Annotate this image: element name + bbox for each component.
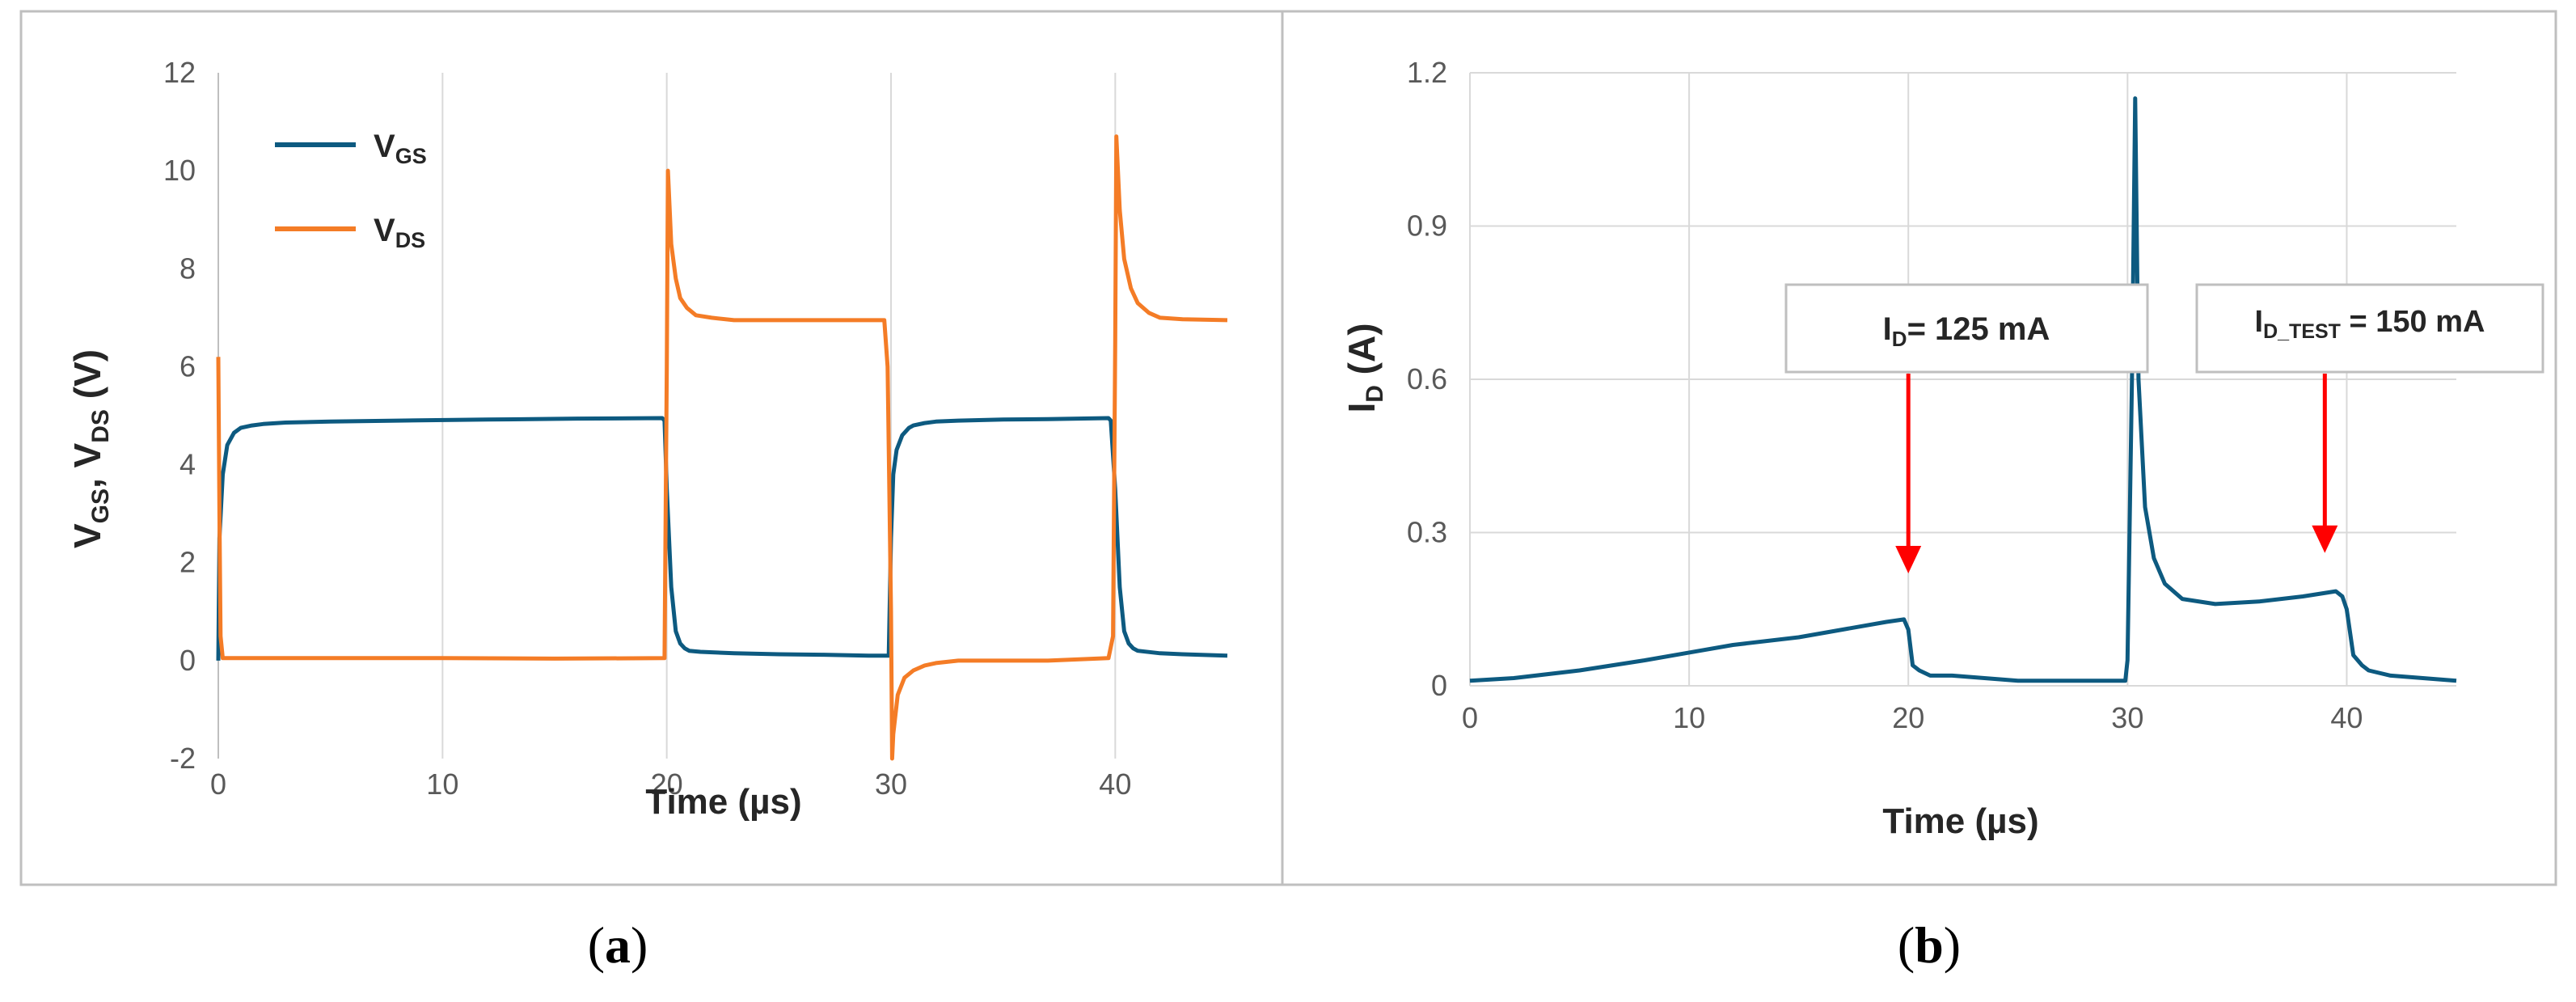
annotation-arrow-head bbox=[2312, 525, 2338, 553]
panel-b-x-tick-labels: 0 10 20 30 40 bbox=[1462, 701, 2363, 734]
panel-a-y-tick-labels: -2 0 2 4 6 8 10 12 bbox=[163, 56, 196, 775]
series-line-id bbox=[1469, 96, 2457, 683]
panel-a-chart: 0 10 20 30 40 -2 0 2 4 6 8 10 12 Time (µs) VGS, VDS… bbox=[66, 56, 1228, 974]
y-tick-label: 0 bbox=[1431, 669, 1447, 702]
x-tick-label: 10 bbox=[426, 767, 458, 801]
y-tick-label: 6 bbox=[179, 349, 196, 383]
x-tick-label: 20 bbox=[1892, 701, 1924, 734]
legend-label-vgs: VGS bbox=[374, 129, 427, 168]
y-tick-label: 10 bbox=[163, 154, 196, 187]
y-tick-label: 4 bbox=[179, 448, 196, 481]
y-tick-label: 8 bbox=[179, 252, 196, 285]
annotation-id-125ma: ID= 125 mA bbox=[1784, 283, 2149, 374]
panel-b-arrows bbox=[1895, 374, 2338, 574]
y-tick-label: -2 bbox=[170, 742, 196, 775]
x-tick-label: 40 bbox=[2330, 701, 2363, 734]
annotation-arrow-head bbox=[1895, 546, 1922, 574]
y-tick-label: 0.6 bbox=[1407, 362, 1447, 395]
panel-a-label: (a) bbox=[588, 916, 648, 974]
panel-a-y-axis-label: VGS, VDS (V) bbox=[66, 349, 114, 548]
y-tick-label: 0 bbox=[179, 644, 196, 677]
x-tick-label: 30 bbox=[2111, 701, 2143, 734]
x-tick-label: 40 bbox=[1099, 767, 1131, 801]
x-tick-label: 0 bbox=[210, 767, 226, 801]
annotation-text: ID= 125 mA bbox=[1883, 311, 2050, 351]
x-tick-label: 10 bbox=[1673, 701, 1705, 734]
panel-a-frame bbox=[19, 10, 1284, 886]
panel-b-series bbox=[1469, 96, 2457, 683]
panel-b-chart: 0 10 20 30 40 0 0.3 0.6 0.9 1.2 Time (µs) ID (A)… bbox=[1341, 56, 2544, 974]
annotation-box bbox=[2195, 283, 2544, 374]
y-tick-label: 0.3 bbox=[1407, 516, 1447, 549]
x-tick-label: 30 bbox=[875, 767, 907, 801]
panel-b-x-axis-label: Time (µs) bbox=[1882, 801, 2038, 841]
panel-b-y-axis-label: ID (A) bbox=[1341, 323, 1388, 412]
annotation-id-test-150ma: ID_TEST = 150 mA bbox=[2195, 283, 2544, 374]
y-tick-label: 1.2 bbox=[1407, 56, 1447, 89]
annotation-box bbox=[1784, 283, 2149, 374]
y-tick-label: 12 bbox=[163, 56, 196, 89]
x-tick-label: 0 bbox=[1462, 701, 1478, 734]
y-tick-label: 0.9 bbox=[1407, 209, 1447, 243]
legend-label-vds: VDS bbox=[374, 213, 425, 252]
panel-b-y-tick-labels: 0 0.3 0.6 0.9 1.2 bbox=[1407, 56, 1447, 702]
y-tick-label: 2 bbox=[179, 546, 196, 579]
panel-b-frame bbox=[1281, 10, 2557, 886]
panel-a-x-tick-labels: 0 10 20 30 40 bbox=[210, 767, 1131, 801]
panel-a-series bbox=[216, 134, 1228, 761]
panel-b-gridlines bbox=[1469, 72, 2456, 687]
panel-a-legend: VGS VDS bbox=[275, 129, 427, 252]
panel-b-label: (b) bbox=[1898, 916, 1961, 974]
annotation-text: ID_TEST = 150 mA bbox=[2255, 305, 2485, 343]
panel-a-x-axis-label: Time (µs) bbox=[645, 782, 801, 822]
series-line-vds bbox=[216, 134, 1228, 761]
x-tick-label: 20 bbox=[651, 767, 683, 801]
